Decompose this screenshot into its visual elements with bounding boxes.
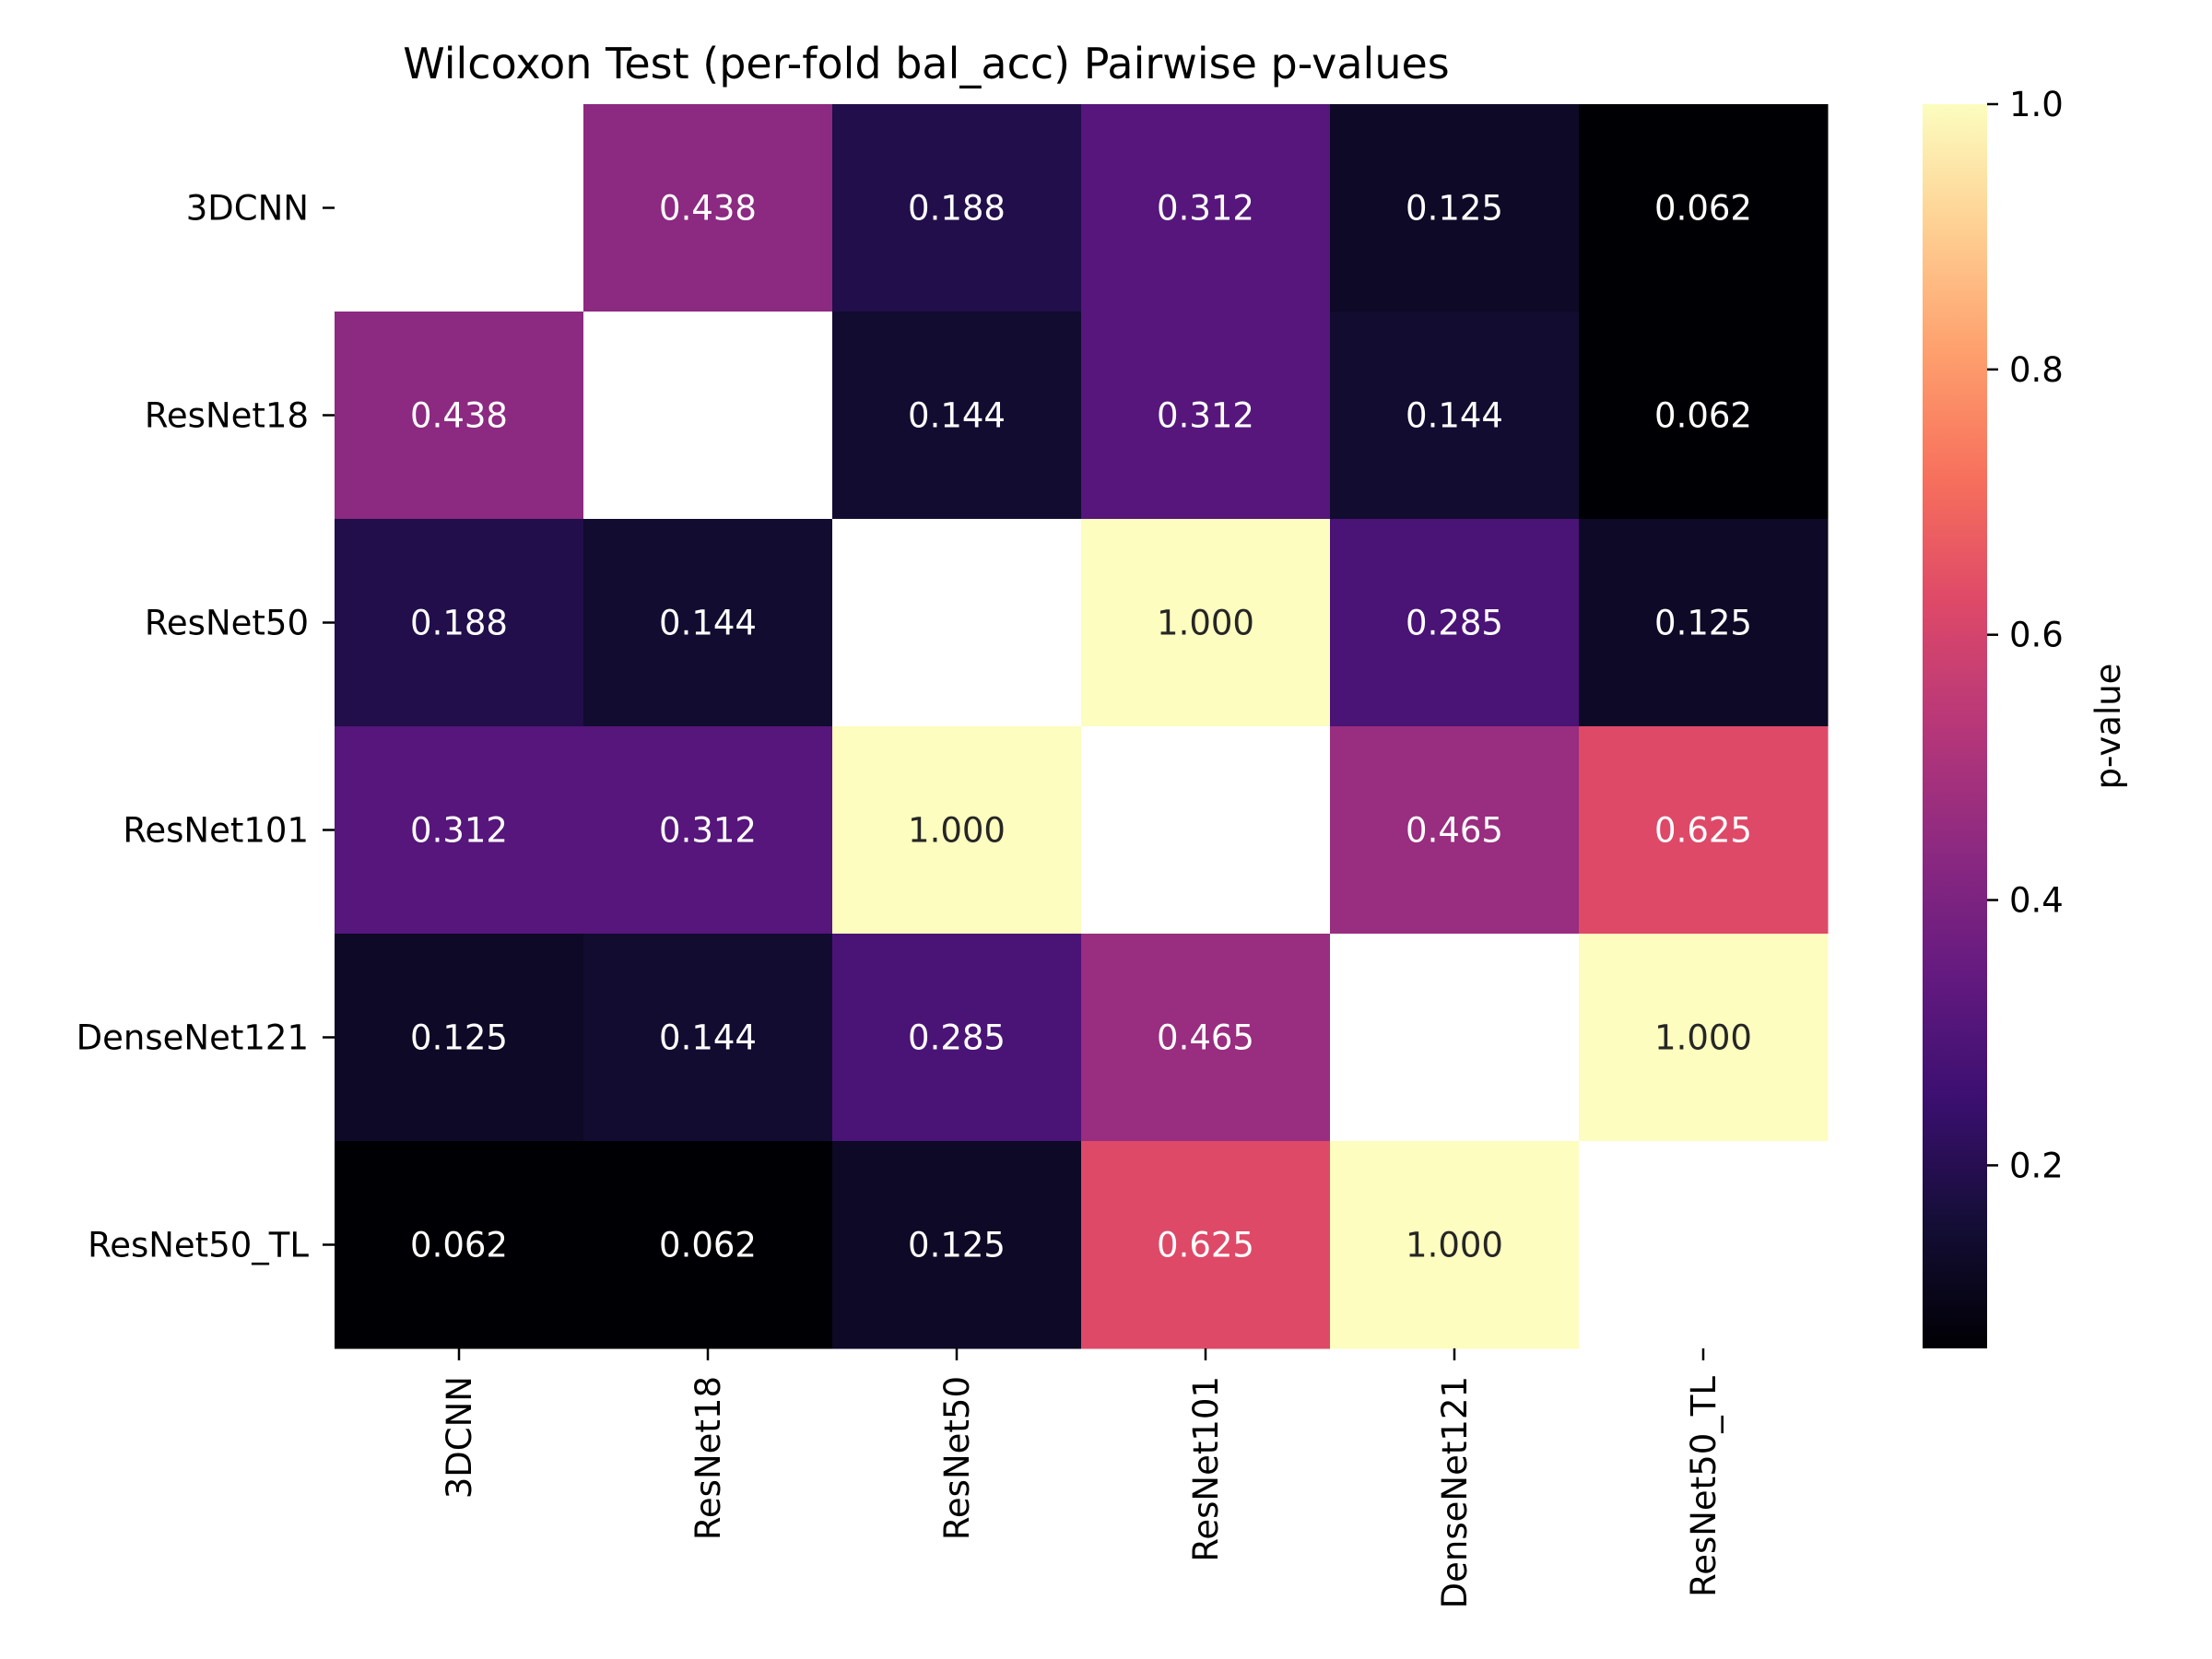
heatmap-cell (335, 312, 584, 520)
heatmap-cell (335, 726, 584, 935)
cell-value-label: 0.312 (1157, 396, 1254, 436)
cell-value-label: 0.125 (908, 1226, 1006, 1265)
cell-value-label: 0.625 (1654, 811, 1752, 851)
colorbar-tick-label: 0.8 (2009, 350, 2064, 390)
x-tick-label: 3DCNN (440, 1376, 479, 1499)
heatmap-cell (1081, 726, 1331, 935)
cell-value-label: 0.062 (410, 1226, 508, 1265)
heatmap-cell-labels: 0.438 0.188 0.312 0.125 0.062 0.438 0.144 0.312… (410, 189, 1752, 1265)
cell-value-label: 0.144 (1406, 396, 1503, 436)
cell-value-label: 0.465 (1406, 811, 1503, 851)
cell-value-label: 0.285 (908, 1018, 1006, 1058)
y-tick-label: ResNet50_TL (88, 1226, 309, 1265)
colorbar-label: p-value (2088, 664, 2128, 790)
heatmap-cell (832, 934, 1082, 1142)
heatmap-cell (1330, 104, 1580, 312)
cell-value-label: 0.465 (1157, 1018, 1254, 1058)
colorbar-gradient (1923, 104, 1987, 1348)
cell-value-label: 1.000 (1654, 1018, 1752, 1058)
cell-value-label: 0.125 (1654, 604, 1752, 643)
heatmap-cell (1579, 726, 1829, 935)
heatmap-cell (832, 726, 1082, 935)
heatmap-cell (1579, 1141, 1829, 1349)
heatmap-cell (583, 1141, 833, 1349)
x-tick-label: ResNet50 (937, 1376, 977, 1540)
heatmap-cell (583, 104, 833, 312)
heatmap-cell (583, 519, 833, 727)
colorbar: 0.2 0.4 0.6 0.8 1.0 p-value (1923, 85, 2128, 1348)
colorbar-tick-label: 1.0 (2009, 85, 2064, 124)
x-tick-label: ResNet101 (1186, 1376, 1226, 1562)
heatmap-cell (1579, 519, 1829, 727)
cell-value-label: 0.062 (659, 1226, 757, 1265)
cell-value-label: 0.188 (908, 189, 1006, 229)
cell-value-label: 0.144 (659, 604, 757, 643)
heatmap-cell (583, 312, 833, 520)
heatmap-cell (335, 104, 584, 312)
cell-value-label: 0.312 (1157, 189, 1254, 229)
y-tick-label: 3DCNN (186, 189, 309, 229)
x-tick-label: ResNet50_TL (1684, 1376, 1724, 1597)
cell-value-label: 0.144 (908, 396, 1006, 436)
y-tick-label: ResNet50 (145, 604, 309, 643)
heatmap-cell (335, 934, 584, 1142)
heatmap-cell (1330, 934, 1580, 1142)
heatmap-cell (832, 1141, 1082, 1349)
cell-value-label: 0.285 (1406, 604, 1503, 643)
cell-value-label: 0.312 (410, 811, 508, 851)
cell-value-label: 1.000 (1157, 604, 1254, 643)
heatmap-cell (1081, 104, 1331, 312)
cell-value-label: 0.125 (410, 1018, 508, 1058)
x-axis: 3DCNN ResNet18 ResNet50 ResNet101 DenseNet12… (440, 1348, 1724, 1608)
heatmap-cell (1330, 726, 1580, 935)
colorbar-tick-label: 0.4 (2009, 881, 2064, 921)
heatmap-cell (335, 519, 584, 727)
x-tick-label: ResNet18 (688, 1376, 728, 1540)
cell-value-label: 0.625 (1157, 1226, 1254, 1265)
colorbar-tick-label: 0.6 (2009, 616, 2064, 655)
y-tick-label: ResNet101 (123, 811, 309, 851)
heatmap-cell (1330, 1141, 1580, 1349)
cell-value-label: 0.438 (659, 189, 757, 229)
heatmap-cells (335, 104, 1829, 1349)
heatmap-cell (1081, 519, 1331, 727)
cell-value-label: 0.062 (1654, 396, 1752, 436)
heatmap-cell (1081, 312, 1331, 520)
heatmap-cell (1330, 519, 1580, 727)
heatmap-cell (1081, 934, 1331, 1142)
chart-title: Wilcoxon Test (per-fold bal_acc) Pairwis… (403, 39, 1449, 88)
heatmap-cell (1579, 312, 1829, 520)
heatmap-cell (832, 312, 1082, 520)
cell-value-label: 1.000 (908, 811, 1006, 851)
heatmap-cell (1579, 104, 1829, 312)
colorbar-tick-label: 0.2 (2009, 1146, 2064, 1185)
cell-value-label: 0.125 (1406, 189, 1503, 229)
y-tick-label: ResNet18 (145, 396, 309, 436)
heatmap-cell (832, 519, 1082, 727)
heatmap-cell (1579, 934, 1829, 1142)
heatmap-cell (1330, 312, 1580, 520)
heatmap-cell (1081, 1141, 1331, 1349)
cell-value-label: 0.312 (659, 811, 757, 851)
y-tick-label: DenseNet121 (76, 1018, 309, 1058)
heatmap-cell (335, 1141, 584, 1349)
cell-value-label: 0.144 (659, 1018, 757, 1058)
heatmap-cell (583, 726, 833, 935)
cell-value-label: 0.062 (1654, 189, 1752, 229)
cell-value-label: 0.188 (410, 604, 508, 643)
heatmap-cell (832, 104, 1082, 312)
heatmap-cell (583, 934, 833, 1142)
cell-value-label: 0.438 (410, 396, 508, 436)
y-axis: 3DCNN ResNet18 ResNet50 ResNet101 DenseNet12… (76, 189, 335, 1265)
cell-value-label: 1.000 (1406, 1226, 1503, 1265)
x-tick-label: DenseNet121 (1435, 1376, 1475, 1608)
